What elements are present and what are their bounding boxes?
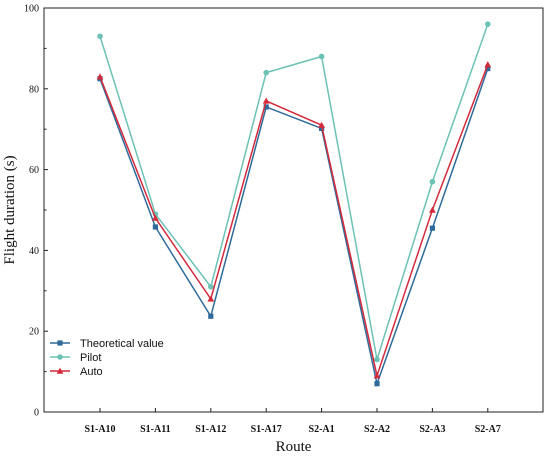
point-auto: [96, 73, 104, 80]
point-theoretical-value: [429, 225, 435, 231]
legend-item-auto: Auto: [50, 366, 103, 378]
plot-border: [43, 7, 544, 413]
point-theoretical-value: [208, 313, 214, 319]
point-theoretical-value: [263, 104, 269, 110]
legend: Theoretical value Pilot Auto: [50, 338, 164, 378]
x-tick-label: S1-A10: [84, 424, 115, 435]
legend-label: Theoretical value: [80, 338, 164, 350]
y-tick-label: 100: [24, 4, 39, 15]
x-tick-label: S2-A3: [419, 424, 445, 435]
plot-frame: [43, 7, 544, 413]
x-tick-label: S1-A12: [195, 424, 226, 435]
point-pilot: [263, 69, 270, 76]
point-pilot: [374, 356, 380, 363]
y-tick-label: 20: [29, 327, 39, 338]
series-pilot: [97, 21, 491, 363]
y-tick-label: 40: [29, 246, 39, 257]
series-line-theoretical-value: [99, 68, 489, 387]
legend-item-theoretical-value: Theoretical value: [50, 338, 164, 350]
point-auto: [207, 295, 215, 302]
point-theoretical-value: [374, 381, 380, 387]
x-tick-label: S2-A2: [364, 424, 390, 435]
x-axis-title: Route: [276, 439, 312, 455]
point-pilot: [97, 33, 103, 40]
x-tick-label: S1-A11: [140, 424, 171, 435]
y-axis: 0 20 40 60 80 100: [24, 4, 48, 419]
x-tick-label: S2-A1: [309, 424, 335, 435]
point-pilot: [318, 53, 325, 60]
point-pilot: [208, 283, 214, 290]
y-tick-label: 60: [29, 165, 39, 176]
point-pilot: [485, 21, 491, 27]
y-axis-title: Flight duration (s): [2, 155, 18, 264]
point-auto: [152, 214, 159, 221]
point-theoretical-value: [152, 224, 158, 230]
legend-label: Auto: [80, 366, 103, 378]
point-theoretical-value: [485, 66, 491, 72]
series-auto: [96, 61, 492, 379]
series-layer: [96, 21, 492, 387]
legend-label: Pilot: [80, 352, 101, 364]
y-tick-label: 0: [34, 408, 39, 419]
legend-marker: [56, 367, 64, 374]
x-tick-label: S2-A7: [475, 424, 501, 435]
point-auto: [373, 372, 381, 379]
series-line-pilot: [99, 23, 489, 360]
legend-marker: [57, 340, 63, 346]
legend-marker: [57, 354, 63, 360]
series-line-auto: [99, 64, 489, 379]
x-tick-label: S1-A17: [251, 424, 282, 435]
y-tick-label: 80: [29, 84, 39, 95]
point-auto: [318, 121, 325, 128]
point-auto: [429, 206, 436, 213]
point-auto: [484, 61, 492, 68]
point-auto: [262, 97, 270, 104]
legend-item-pilot: Pilot: [50, 352, 101, 364]
x-axis: S1-A10 S1-A11 S1-A12 S1-A17 S2-A1 S2-A2 S2-A3 S…: [84, 408, 501, 435]
point-pilot: [429, 178, 436, 185]
